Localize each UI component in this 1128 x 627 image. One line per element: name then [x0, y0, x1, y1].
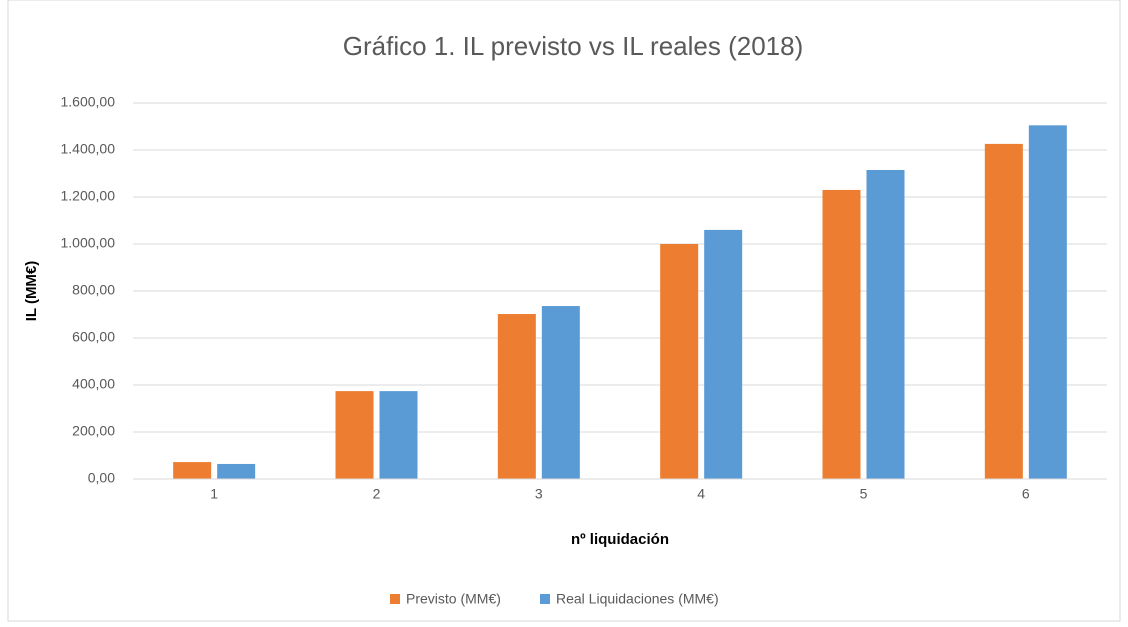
bar [1028, 125, 1067, 479]
y-tick-label: 200,00 [72, 423, 115, 439]
legend-swatch [540, 594, 550, 604]
y-axis-title: IL (MM€) [23, 261, 40, 322]
y-tick-label: 1.600,00 [61, 94, 116, 110]
bar [704, 229, 743, 479]
y-tick-label: 1.400,00 [61, 141, 116, 157]
bar [497, 314, 536, 479]
bar [984, 143, 1023, 479]
x-tick-label: 3 [535, 486, 543, 502]
x-tick-label: 4 [697, 486, 705, 502]
y-tick-label: 0,00 [88, 470, 115, 486]
x-tick-label: 1 [210, 486, 218, 502]
x-axis-title: nº liquidación [571, 531, 669, 548]
bar [173, 462, 212, 479]
chart-title: Gráfico 1. IL previsto vs IL reales (201… [343, 31, 804, 61]
x-tick-label: 5 [860, 486, 868, 502]
x-tick-label: 6 [1022, 486, 1030, 502]
y-tick-label: 800,00 [72, 282, 115, 298]
x-tick-label: 2 [373, 486, 381, 502]
bar [866, 169, 905, 479]
bar [822, 189, 861, 479]
legend-swatch [390, 594, 400, 604]
legend-label: Previsto (MM€) [406, 591, 501, 607]
y-tick-label: 1.000,00 [61, 235, 116, 251]
y-tick-label: 1.200,00 [61, 188, 116, 204]
bar [660, 244, 699, 479]
y-tick-label: 400,00 [72, 376, 115, 392]
y-tick-label: 600,00 [72, 329, 115, 345]
bar [379, 391, 418, 479]
bar [541, 306, 580, 479]
legend-label: Real Liquidaciones (MM€) [556, 591, 719, 607]
bar [335, 391, 374, 479]
bar [217, 463, 256, 479]
